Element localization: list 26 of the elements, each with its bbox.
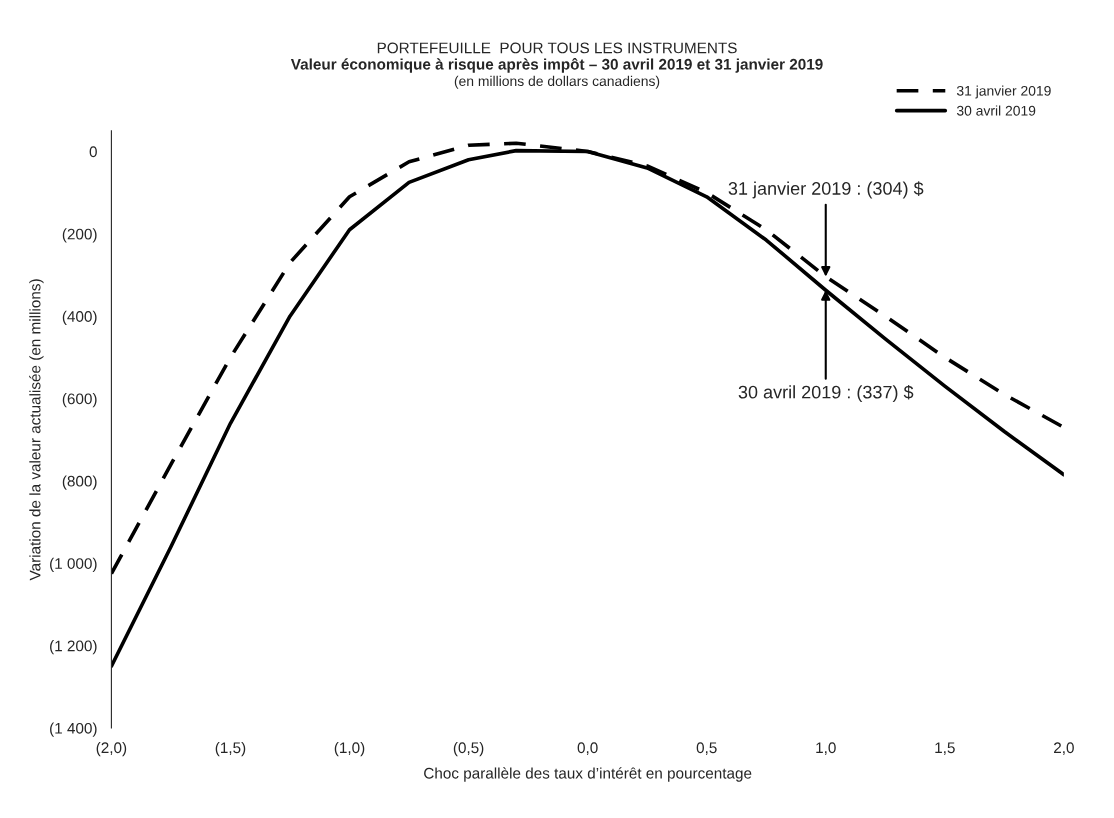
x-tick-label: (1,0): [334, 741, 365, 757]
x-tick-label: 1,0: [816, 742, 836, 755]
y-tick-label: (200): [62, 228, 97, 243]
annotation: 30 avril 2019 : (337) $: [738, 384, 914, 403]
y-tick-label: 0: [89, 146, 97, 158]
text: (en millions de dollars canadiens): [454, 75, 660, 89]
legend-label: 30 avril 2019: [956, 105, 1036, 116]
y-tick-label: (1 000): [50, 557, 97, 572]
y-tick-label: (1 200): [50, 640, 97, 655]
x-tick-label: (0,5): [453, 741, 484, 757]
y-axis-title: Variation de la valeur actualisée (en millions): [29, 279, 44, 581]
x-tick-label: 0,5: [696, 742, 717, 755]
x-tick-label: 0,0: [577, 742, 598, 755]
x-tick-label: 1,5: [935, 742, 955, 755]
x-axis-title: Choc parallèle des taux d’intérêt en pourcentage: [424, 767, 752, 782]
x-tick-label: (2,0): [96, 741, 127, 757]
legend-label: 31 janvier 2019: [956, 85, 1051, 99]
y-tick-label: (400): [62, 310, 97, 325]
chart-subtitle: Valeur économique à risque après impôt – 30 avril 2019 et 31 janvier 2019: [290, 58, 823, 73]
y-tick-label: (600): [62, 393, 97, 408]
annotation: 31 janvier 2019 : (304) $: [728, 181, 924, 199]
y-tick-label: (800): [62, 475, 97, 490]
x-tick-label: 2,0: [1054, 742, 1074, 755]
chart-title: PORTEFEUILLE POUR TOUS LES INSTRUMENTS: [377, 42, 737, 54]
x-tick-label: (1,5): [215, 741, 246, 757]
y-tick-label: (1 400): [50, 722, 97, 737]
